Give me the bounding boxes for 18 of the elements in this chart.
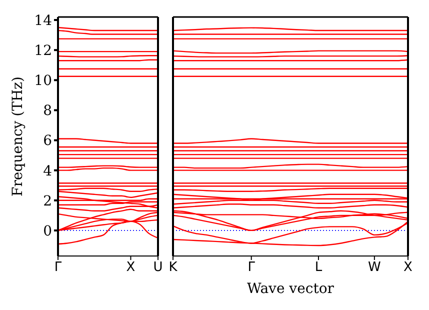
y-tick-label: 8 [43, 103, 52, 120]
x-tick-label: K [168, 260, 178, 276]
y-tick-label: 4 [43, 163, 52, 180]
y-tick-label: 14 [34, 12, 52, 29]
x-tick-label: U [153, 260, 163, 276]
y-axis-title: Frequency (THz) [10, 76, 26, 197]
y-tick-label: 10 [34, 73, 52, 90]
y-tick-label: 2 [43, 193, 52, 210]
x-tick-label: X [126, 260, 136, 276]
x-tick-label: Γ [54, 260, 62, 276]
y-tick-label: 0 [43, 223, 52, 240]
x-axis-title: Wave vector [247, 281, 334, 297]
y-tick-label: 12 [34, 43, 52, 60]
x-tick-label: W [368, 260, 381, 276]
x-tick-label: X [404, 260, 413, 276]
y-tick-label: 6 [43, 133, 52, 150]
x-tick-label: Γ [248, 260, 256, 276]
x-tick-label: L [314, 260, 323, 276]
